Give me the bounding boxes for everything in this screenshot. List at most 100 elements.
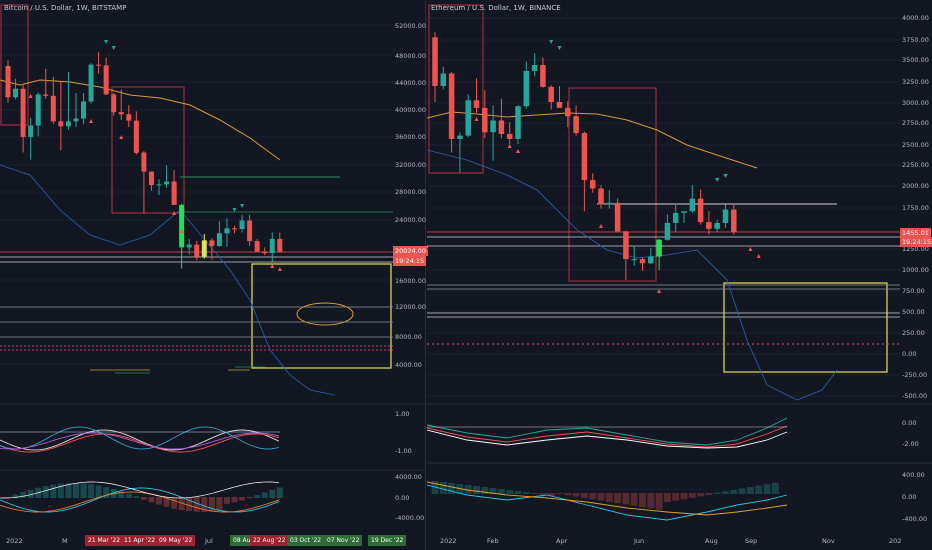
last-price-label: 20024.00 [393, 246, 429, 256]
macd-histogram-bar [140, 497, 147, 500]
macd-histogram-bar [65, 483, 72, 498]
macd-histogram-bar [730, 489, 738, 494]
price-tick: 2000.00 [902, 182, 929, 190]
candle-body [697, 198, 704, 223]
candle-body [606, 202, 613, 205]
eth-symbol-title: Ethereum / U.S. Dollar, 1W, BINANCE [431, 4, 561, 12]
candle-body [141, 152, 147, 172]
candle-body [589, 180, 596, 189]
macd-line [427, 484, 788, 521]
macd-histogram-bar [556, 493, 563, 494]
price-tick: 44000.00 [395, 79, 427, 87]
macd-histogram-bar [163, 497, 170, 507]
candle-body [448, 73, 455, 139]
candle-body [465, 100, 471, 136]
btc-chart-canvas[interactable] [0, 0, 425, 550]
time-axis-label: 2022 [6, 537, 23, 545]
candle-body [498, 120, 505, 134]
macd-histogram-bar [514, 491, 522, 494]
candle-body [556, 102, 563, 108]
macd-histogram-bar [531, 493, 539, 494]
oscillator-line [427, 425, 788, 448]
indicator-line [427, 149, 838, 401]
macd-histogram-bar [239, 497, 246, 501]
macd-histogram-bar [27, 489, 34, 498]
sell-signal-marker [172, 211, 177, 215]
candle-body [457, 135, 463, 139]
candle-body [722, 209, 729, 223]
price-tick: 500.00 [902, 308, 925, 316]
candle-body [81, 101, 86, 119]
macd-histogram-bar [605, 493, 613, 502]
eth-chart-canvas[interactable] [427, 0, 932, 550]
sell-signal-marker [270, 264, 275, 268]
macd-tick: 4000.00 [395, 473, 422, 481]
candle-body [506, 133, 513, 139]
yellow-target-box [251, 263, 392, 369]
macd-histogram-bar [156, 497, 162, 505]
date-highlight: 08 Aug '22 [230, 535, 269, 546]
macd-line [0, 481, 280, 499]
candle-body [515, 106, 521, 139]
macd-signal-line [427, 481, 788, 516]
candle-body [631, 259, 637, 261]
candle-body [73, 118, 79, 122]
macd-histogram-bar [431, 481, 439, 494]
candle-body [171, 181, 177, 205]
macd-histogram-bar [118, 491, 125, 498]
candle-body [656, 239, 662, 257]
price-tick: 24000.00 [395, 216, 427, 224]
candle-body [96, 64, 102, 66]
oscillator-line [427, 429, 788, 449]
macd-histogram-bar [564, 493, 572, 496]
candle-body [598, 188, 604, 205]
btc-chart-pane[interactable]: Bitcoin / U.S. Dollar, 1W, BITSTAMP 5200… [0, 0, 429, 550]
sell-signal-marker [507, 144, 512, 148]
btc-price-axis[interactable]: 52000.00 48000.00 44000.00 40000.00 3600… [393, 0, 433, 550]
osc-tick: 0.00 [902, 419, 917, 427]
macd-tick: 0.00 [395, 494, 410, 502]
price-tick: 3000.00 [902, 99, 929, 107]
candle-body [482, 107, 488, 133]
btc-symbol-title: Bitcoin / U.S. Dollar, 1W, BITSTAMP [4, 4, 127, 12]
macd-histogram-bar [539, 493, 547, 495]
macd-histogram-bar [597, 493, 605, 501]
macd-histogram-bar [622, 493, 630, 505]
last-price-label: 1455.01 [900, 228, 931, 238]
candle-body [156, 184, 162, 186]
macd-histogram-bar [12, 494, 19, 498]
candle-body [706, 222, 712, 229]
price-tick: 52000.00 [395, 22, 427, 30]
buy-signal-marker [715, 178, 720, 182]
candle-body [148, 171, 154, 186]
candle-body [531, 65, 538, 71]
candle-body [432, 37, 438, 87]
red-zone-box [428, 4, 484, 174]
candle-body [623, 231, 629, 260]
macd-histogram-bar [630, 493, 638, 506]
candle-body [689, 198, 696, 212]
candle-body [672, 212, 679, 223]
candle-body [13, 88, 19, 98]
osc-tick: -1.00 [395, 447, 412, 455]
candle-body [88, 64, 94, 102]
macd-histogram-bar [547, 493, 555, 496]
macd-histogram-bar [80, 483, 87, 498]
date-highlight: 07 Nov '22 [324, 535, 363, 546]
macd-histogram-bar [655, 493, 663, 510]
sell-signal-marker [179, 229, 184, 233]
candle-body [269, 238, 275, 254]
price-tick: 40000.00 [395, 106, 427, 114]
eth-chart-pane[interactable]: Ethereum / U.S. Dollar, 1W, BINANCE 4000… [427, 0, 932, 550]
candle-body [20, 88, 26, 137]
macd-histogram-bar [738, 488, 746, 494]
macd-histogram-bar [580, 493, 588, 498]
moving-average-line [0, 79, 281, 161]
eth-price-axis[interactable]: 4000.00 3750.00 3500.00 3250.00 3000.00 … [900, 0, 932, 550]
macd-histogram-bar [755, 485, 763, 494]
price-tick: 3750.00 [902, 36, 929, 44]
candle-body [43, 94, 49, 96]
macd-histogram-bar [439, 482, 447, 494]
candle-body [573, 116, 579, 134]
macd-histogram-bar [473, 486, 480, 494]
